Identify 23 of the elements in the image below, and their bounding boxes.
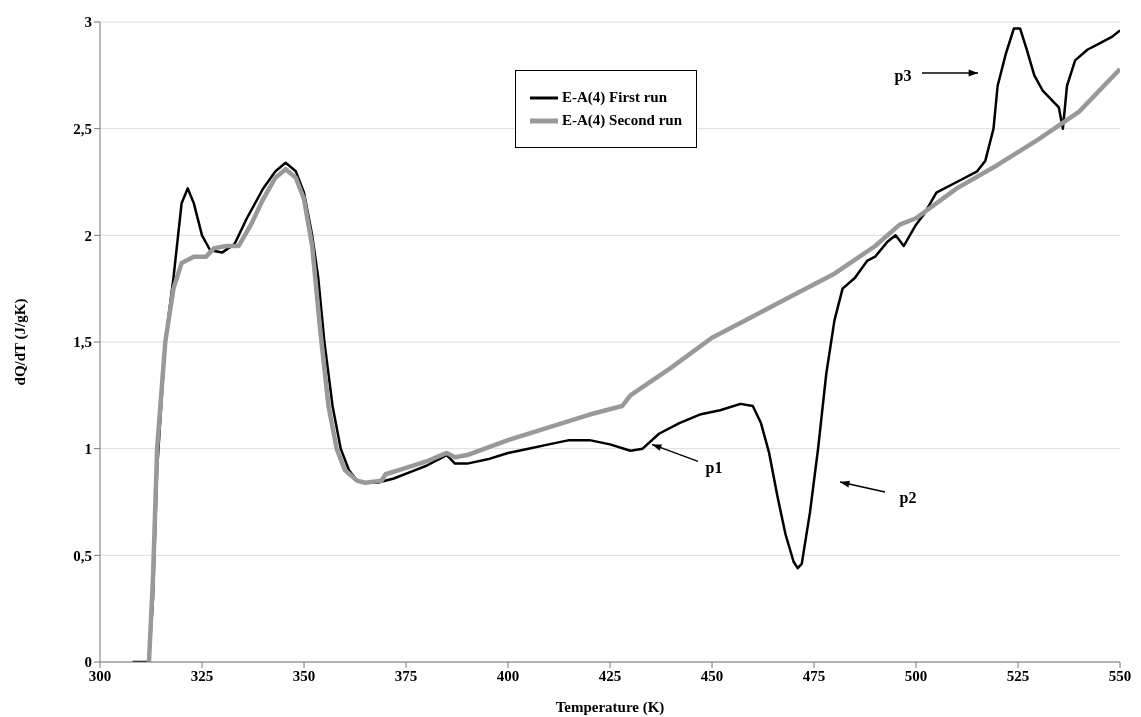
y-tick-label: 1,5 — [73, 334, 92, 351]
x-tick-label: 500 — [904, 667, 928, 684]
y-tick-label: 1 — [84, 440, 92, 457]
x-tick-label: 350 — [292, 667, 316, 684]
legend-label: E-A(4) First run — [562, 89, 667, 106]
y-tick-label: 0,5 — [73, 547, 92, 564]
y-tick-label: 2 — [84, 227, 92, 244]
legend-label: E-A(4) Second run — [562, 112, 683, 129]
x-tick-label: 550 — [1108, 667, 1132, 684]
y-tick-label: 3 — [84, 14, 92, 31]
x-axis-title: Temperature (K) — [555, 699, 665, 716]
x-tick-label: 375 — [394, 667, 418, 684]
annotation: p3 — [894, 67, 912, 85]
annotation: p2 — [899, 489, 917, 507]
y-tick-label: 2,5 — [73, 120, 92, 137]
x-tick-label: 400 — [496, 667, 520, 684]
x-tick-label: 325 — [190, 667, 214, 684]
x-tick-label: 425 — [598, 667, 622, 684]
x-tick-label: 450 — [700, 667, 724, 684]
y-axis-title: dQ/dT (J/gK) — [12, 298, 30, 386]
x-tick-label: 475 — [802, 667, 826, 684]
annotation: p1 — [705, 459, 723, 478]
x-tick-label: 525 — [1006, 667, 1030, 684]
